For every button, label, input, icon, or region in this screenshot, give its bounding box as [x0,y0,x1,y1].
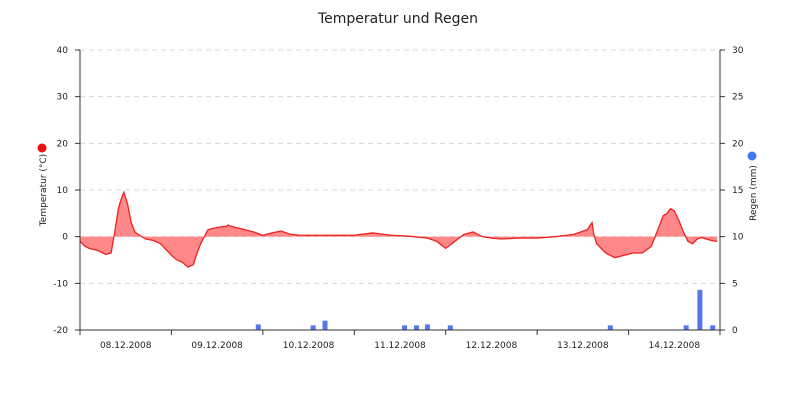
rain-bar [322,320,328,330]
rain-bar [413,325,419,330]
left-axis-ticks: -20 -10 0 10 20 30 40 [53,46,80,336]
rain-bar [683,325,689,330]
rain-legend-marker [747,151,757,161]
x-axis-ticks: 08.12.2008 09.12.2008 10.12.2008 11.12.2008… [79,330,721,351]
left-tick-label: 30 [57,93,69,103]
rain-bar [255,324,261,330]
x-tick-label: 11.12.2008 [374,341,426,351]
left-tick-label: -20 [53,326,68,336]
left-tick-label: 20 [57,139,69,149]
chart-title: Temperatur und Regen [317,11,478,27]
left-tick-label: -10 [53,279,68,289]
right-axis-ticks: 0 5 10 15 20 25 30 [720,46,744,336]
temperature-series [79,190,718,268]
temperature-area [80,192,718,267]
right-tick-label: 10 [732,233,744,243]
right-tick-label: 20 [732,139,744,149]
x-tick-label: 12.12.2008 [466,341,518,351]
temperature-line [79,190,718,268]
x-tick-label: 10.12.2008 [283,341,335,351]
x-tick-label: 13.12.2008 [557,341,609,351]
rain-bar [402,325,408,330]
x-tick-label: 09.12.2008 [191,341,243,351]
right-tick-label: 30 [732,46,744,56]
rain-bar [697,289,703,330]
left-axis-label: Temperatur (°C) [39,154,49,227]
rain-bar [310,325,316,330]
left-tick-label: 40 [57,46,69,56]
rain-series [255,289,716,330]
rain-bar [447,325,453,330]
right-tick-label: 15 [732,186,743,196]
rain-bar [607,325,613,330]
left-tick-label: 10 [57,186,69,196]
right-tick-label: 5 [732,279,738,289]
right-tick-label: 25 [732,93,743,103]
rain-bar [424,324,430,330]
rain-bar [710,325,716,330]
right-axis-label: Regen (mm) [749,165,759,221]
x-tick-label: 08.12.2008 [100,341,152,351]
temperature-legend-marker [37,143,47,153]
right-tick-label: 0 [732,326,738,336]
left-tick-label: 0 [62,233,68,243]
x-tick-label: 14.12.2008 [649,341,701,351]
